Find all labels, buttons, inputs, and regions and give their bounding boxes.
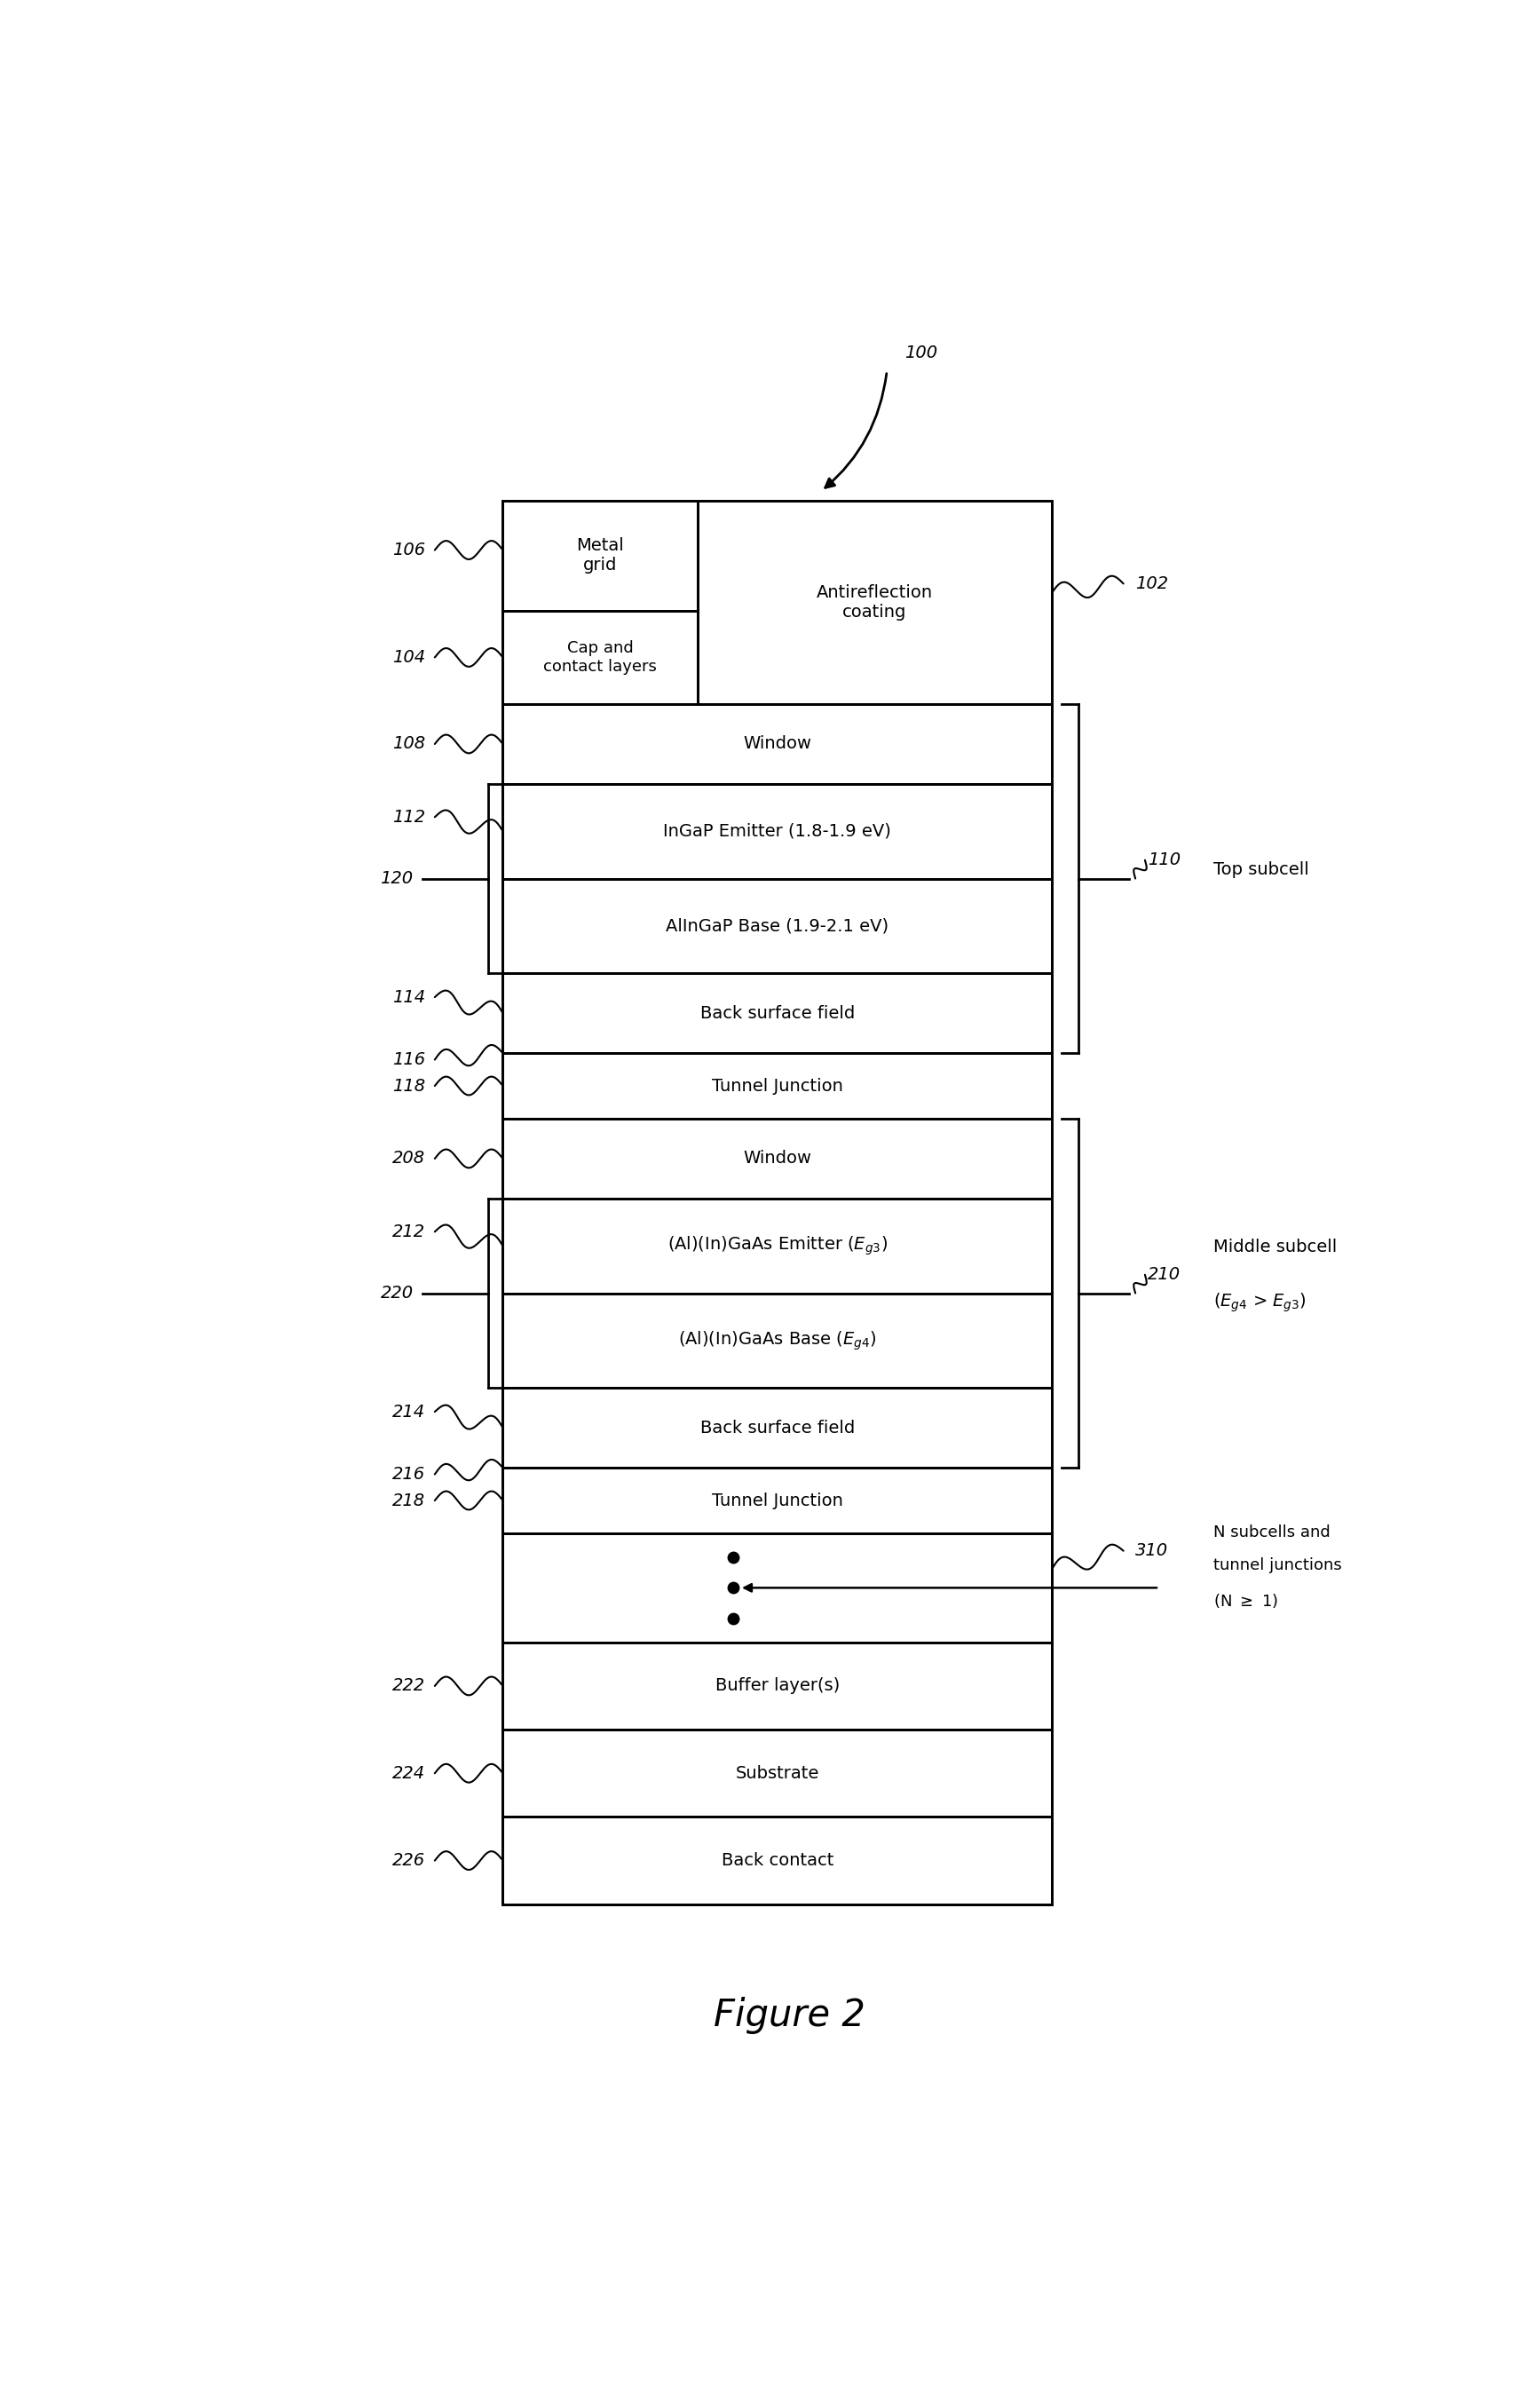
- Text: 214: 214: [393, 1403, 425, 1420]
- Text: 222: 222: [393, 1677, 425, 1694]
- Text: 226: 226: [393, 1852, 425, 1869]
- Text: 120: 120: [380, 871, 413, 888]
- Text: tunnel junctions: tunnel junctions: [1214, 1557, 1341, 1574]
- Bar: [502, 703, 1052, 784]
- Bar: [502, 612, 698, 703]
- Text: 100: 100: [906, 345, 938, 362]
- Text: Middle subcell: Middle subcell: [1214, 1238, 1337, 1255]
- Bar: [502, 1118, 1052, 1200]
- Text: Top subcell: Top subcell: [1214, 861, 1309, 878]
- Bar: [502, 1200, 1052, 1293]
- Text: 118: 118: [393, 1077, 425, 1094]
- Text: 114: 114: [393, 988, 425, 1005]
- Text: Window: Window: [744, 736, 812, 753]
- Text: Back surface field: Back surface field: [701, 1005, 855, 1022]
- Text: InGaP Emitter (1.8-1.9 eV): InGaP Emitter (1.8-1.9 eV): [664, 823, 892, 840]
- Text: Back contact: Back contact: [721, 1852, 833, 1869]
- Bar: [502, 1730, 1052, 1816]
- Text: (Al)(In)GaAs Base ($E_{g4}$): (Al)(In)GaAs Base ($E_{g4}$): [678, 1329, 876, 1351]
- Text: 310: 310: [1135, 1543, 1169, 1559]
- Text: Window: Window: [744, 1149, 812, 1166]
- Text: 106: 106: [393, 542, 425, 559]
- Bar: [502, 1468, 1052, 1533]
- Text: AlInGaP Base (1.9-2.1 eV): AlInGaP Base (1.9-2.1 eV): [665, 916, 889, 933]
- Text: 116: 116: [393, 1051, 425, 1068]
- Text: Antireflection
coating: Antireflection coating: [816, 583, 933, 621]
- Text: (N $\geq$ 1): (N $\geq$ 1): [1214, 1593, 1278, 1610]
- Bar: [502, 501, 1052, 1905]
- Text: 108: 108: [393, 736, 425, 753]
- Bar: [502, 1816, 1052, 1905]
- Text: 216: 216: [393, 1466, 425, 1483]
- Text: 224: 224: [393, 1766, 425, 1782]
- Bar: [502, 501, 698, 612]
- Text: Cap and
contact layers: Cap and contact layers: [544, 641, 658, 674]
- Text: Tunnel Junction: Tunnel Junction: [711, 1077, 842, 1094]
- Text: Figure 2: Figure 2: [713, 1996, 865, 2034]
- Text: N subcells and: N subcells and: [1214, 1523, 1331, 1540]
- Bar: [502, 1387, 1052, 1468]
- Bar: [502, 878, 1052, 974]
- Text: 104: 104: [393, 650, 425, 667]
- Text: Back surface field: Back surface field: [701, 1420, 855, 1437]
- Text: (Al)(In)GaAs Emitter ($E_{g3}$): (Al)(In)GaAs Emitter ($E_{g3}$): [667, 1235, 887, 1257]
- Bar: [502, 1053, 1052, 1118]
- Bar: [502, 1643, 1052, 1730]
- Text: 112: 112: [393, 808, 425, 825]
- Text: 220: 220: [380, 1286, 413, 1303]
- Bar: [502, 1293, 1052, 1387]
- Text: Buffer layer(s): Buffer layer(s): [715, 1677, 839, 1694]
- Bar: [698, 501, 1052, 703]
- Text: 210: 210: [1147, 1267, 1180, 1283]
- Bar: [502, 784, 1052, 878]
- Text: 208: 208: [393, 1149, 425, 1166]
- Text: 218: 218: [393, 1492, 425, 1509]
- Text: 110: 110: [1147, 852, 1180, 868]
- Text: ($E_{g4}$ > $E_{g3}$): ($E_{g4}$ > $E_{g3}$): [1214, 1291, 1306, 1315]
- Text: Metal
grid: Metal grid: [576, 537, 624, 573]
- Text: Tunnel Junction: Tunnel Junction: [711, 1492, 842, 1509]
- Bar: [502, 1533, 1052, 1643]
- Bar: [502, 974, 1052, 1053]
- Text: 212: 212: [393, 1223, 425, 1240]
- Text: Substrate: Substrate: [736, 1766, 819, 1782]
- Text: 102: 102: [1135, 576, 1169, 593]
